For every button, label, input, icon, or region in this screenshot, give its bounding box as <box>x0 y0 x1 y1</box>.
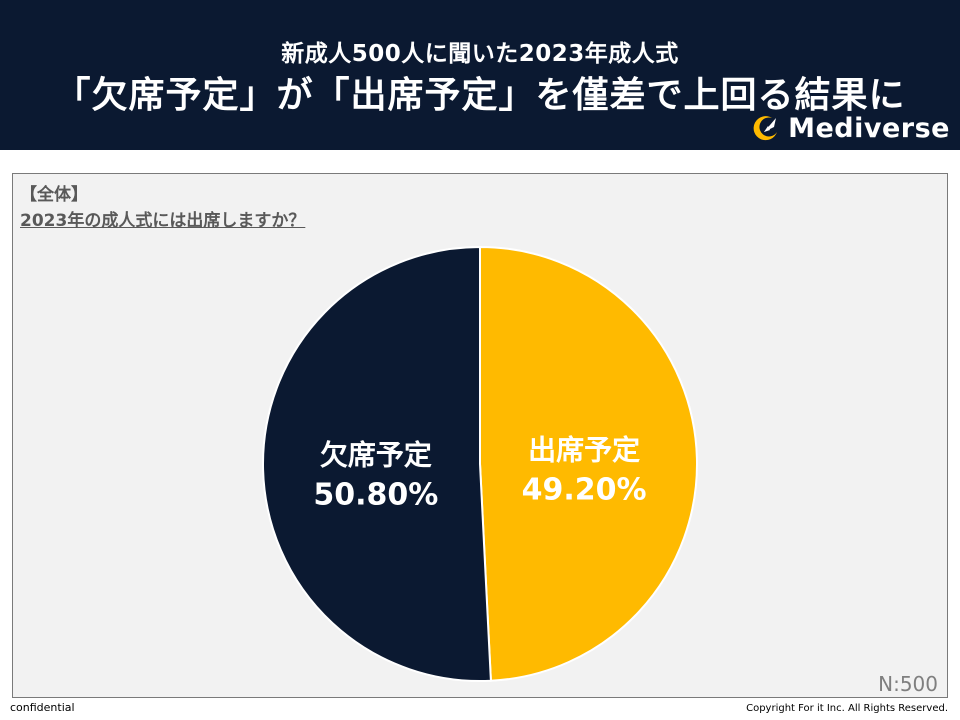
segment-label: 【全体】 <box>20 185 88 205</box>
slice-value-1: 50.80% <box>313 478 438 513</box>
mediverse-logo: Mediverse <box>750 110 950 146</box>
copyright-label: Copyright For it Inc. All Rights Reserve… <box>746 703 948 714</box>
slice-value-0: 49.20% <box>522 472 647 507</box>
header-banner: 新成人500人に聞いた2023年成人式 「欠席予定」が「出席予定」を僅差で上回る… <box>0 0 960 150</box>
slice-label-0: 出席予定 <box>528 433 640 466</box>
logo-wordmark: Mediverse <box>788 112 950 144</box>
pie-slice-1 <box>262 245 492 682</box>
survey-question: 2023年の成人式には出席しますか？ <box>20 211 306 231</box>
chart-subtitle: 新成人500人に聞いた2023年成人式 <box>281 41 679 67</box>
slice-label-1: 欠席予定 <box>320 439 432 472</box>
pie-slice-0 <box>479 245 699 682</box>
sample-size-label: N:500 <box>878 672 938 696</box>
rocket-moon-icon <box>753 116 778 141</box>
confidential-label: confidential <box>10 701 75 714</box>
chart-title: 「欠席予定」が「出席予定」を僅差で上回る結果に <box>54 75 906 116</box>
